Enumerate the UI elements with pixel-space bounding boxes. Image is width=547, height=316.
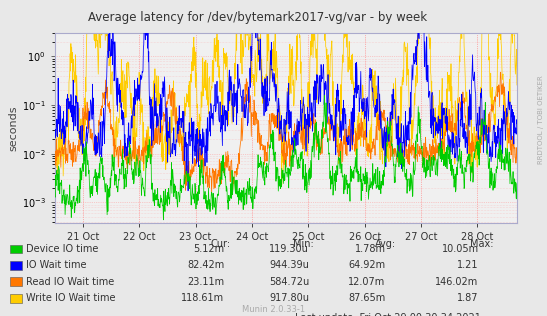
Text: 1.87: 1.87 [457,293,479,303]
Text: 1.78m: 1.78m [354,244,386,254]
Text: 944.39u: 944.39u [269,260,309,270]
Text: Average latency for /dev/bytemark2017-vg/var - by week: Average latency for /dev/bytemark2017-vg… [88,11,427,24]
Text: Read IO Wait time: Read IO Wait time [26,277,114,287]
Text: 146.02m: 146.02m [435,277,479,287]
Text: 10.05m: 10.05m [441,244,479,254]
Text: Min:: Min: [293,239,313,249]
Text: 584.72u: 584.72u [269,277,309,287]
Text: 118.61m: 118.61m [181,293,224,303]
Text: Write IO Wait time: Write IO Wait time [26,293,116,303]
Text: 23.11m: 23.11m [187,277,224,287]
Text: 12.07m: 12.07m [348,277,386,287]
Text: 917.80u: 917.80u [269,293,309,303]
Text: IO Wait time: IO Wait time [26,260,87,270]
Text: 5.12m: 5.12m [193,244,224,254]
Text: 82.42m: 82.42m [187,260,224,270]
Text: Max:: Max: [470,239,494,249]
Y-axis label: seconds: seconds [9,105,19,151]
Text: Last update: Fri Oct 29 00:30:34 2021: Last update: Fri Oct 29 00:30:34 2021 [295,313,481,316]
Text: Avg:: Avg: [375,239,396,249]
Text: Munin 2.0.33-1: Munin 2.0.33-1 [242,306,305,314]
Text: Device IO time: Device IO time [26,244,98,254]
Text: RRDTOOL / TOBI OETIKER: RRDTOOL / TOBI OETIKER [538,76,544,164]
Text: Cur:: Cur: [211,239,231,249]
Text: 1.21: 1.21 [457,260,479,270]
Text: 119.30u: 119.30u [269,244,309,254]
Text: 87.65m: 87.65m [348,293,386,303]
Text: 64.92m: 64.92m [348,260,386,270]
